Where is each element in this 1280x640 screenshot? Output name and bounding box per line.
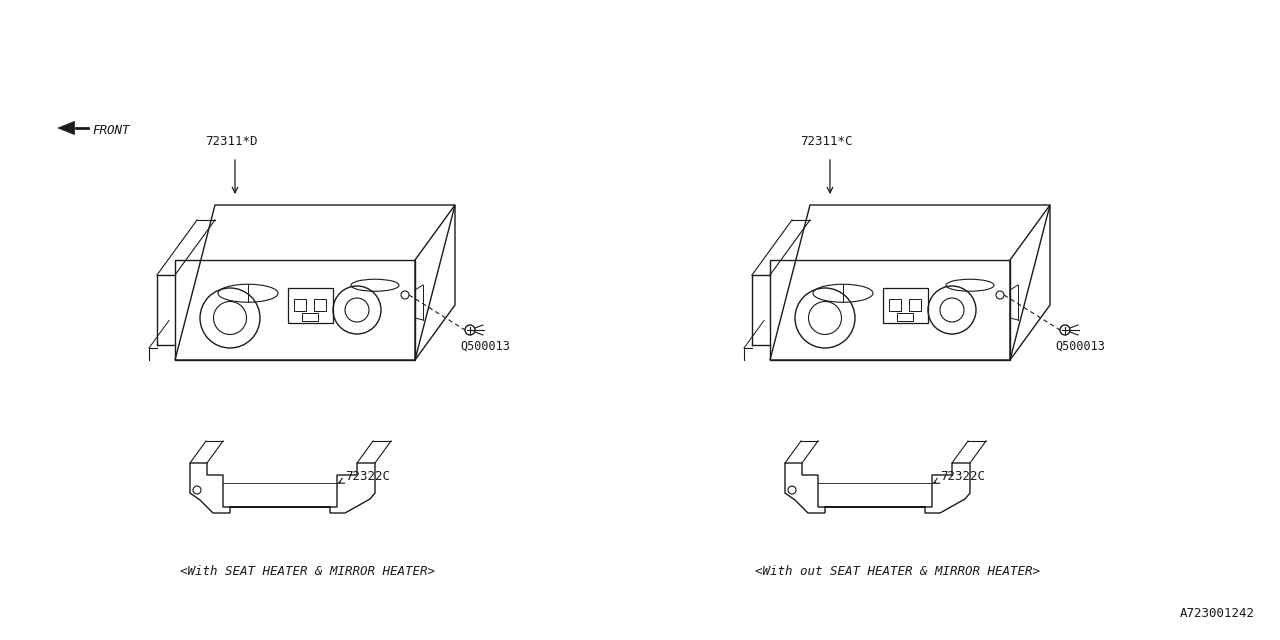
Bar [882,287,928,323]
Bar [294,299,306,311]
Text: 72322C: 72322C [346,470,390,483]
Bar [909,299,922,311]
Bar [288,287,333,323]
Text: FRONT: FRONT [92,124,129,136]
Polygon shape [58,122,74,134]
Bar [890,299,901,311]
Text: <With SEAT HEATER & MIRROR HEATER>: <With SEAT HEATER & MIRROR HEATER> [180,565,435,578]
Text: Q500013: Q500013 [460,340,509,353]
Bar [897,313,913,321]
Bar [302,313,317,321]
Text: Q500013: Q500013 [1055,340,1105,353]
Text: 72311*C: 72311*C [800,135,852,148]
Text: 72311*D: 72311*D [205,135,257,148]
Bar [314,299,326,311]
Text: <With out SEAT HEATER & MIRROR HEATER>: <With out SEAT HEATER & MIRROR HEATER> [755,565,1039,578]
Text: A723001242: A723001242 [1180,607,1254,620]
Text: 72322C: 72322C [940,470,986,483]
